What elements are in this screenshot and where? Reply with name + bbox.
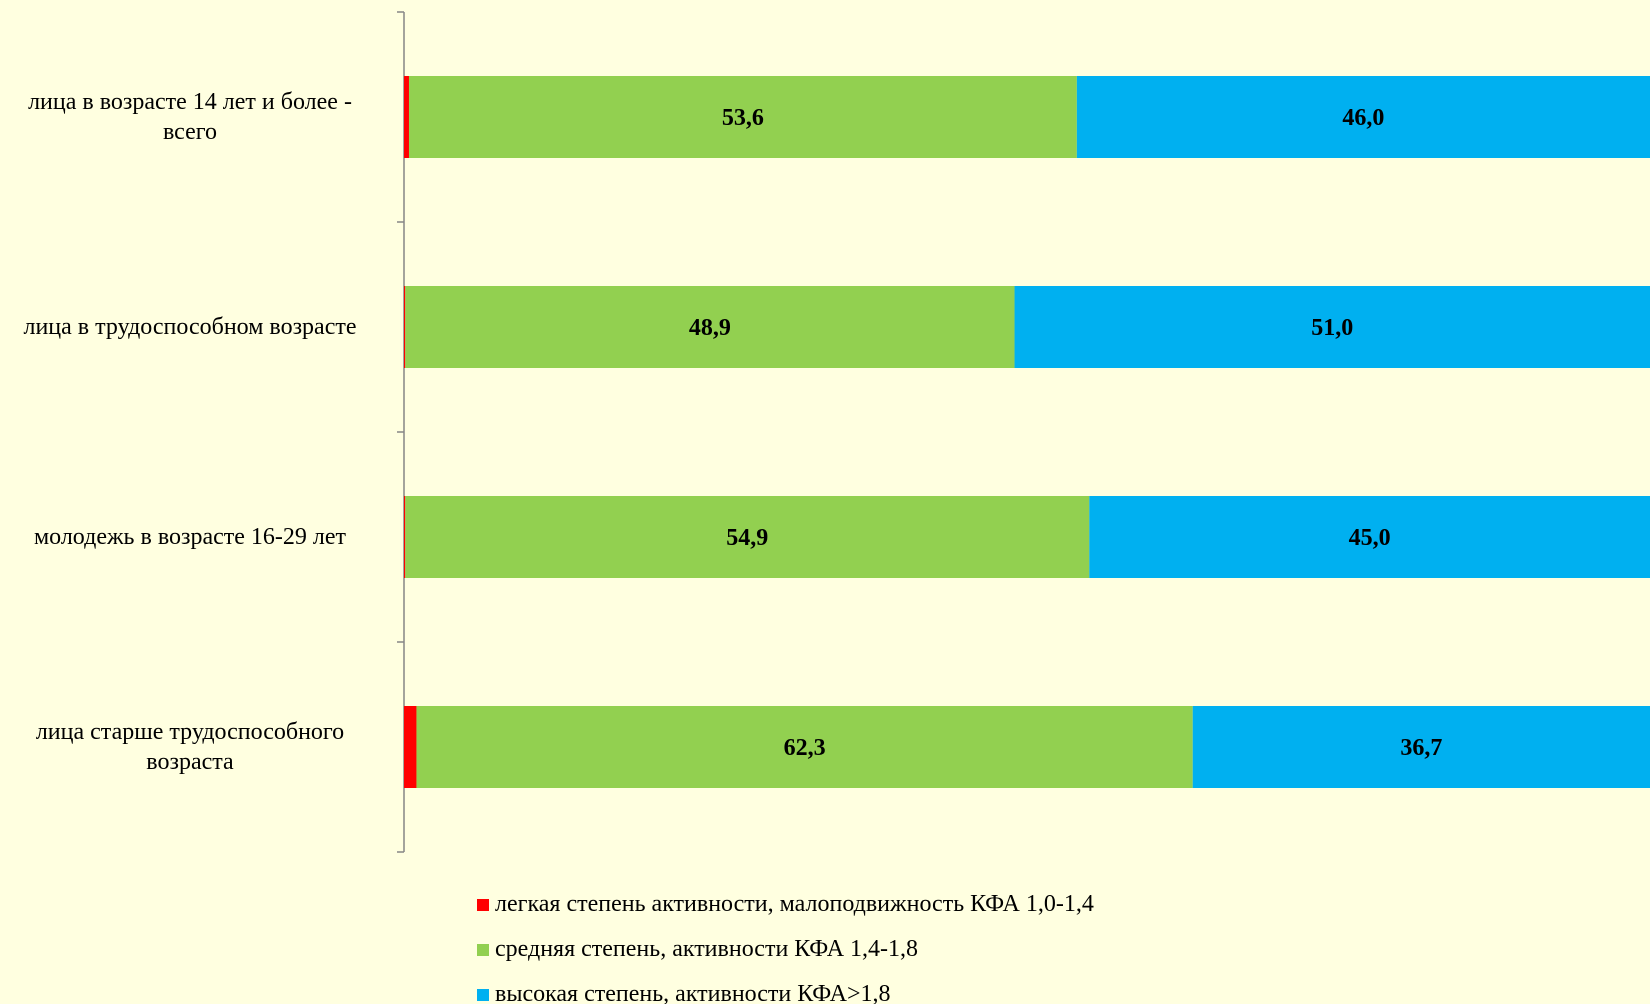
bar-segment-1	[404, 496, 406, 578]
data-label: 62,3	[784, 735, 826, 761]
legend: легкая степень активности, малоподвижнос…	[477, 882, 1094, 1004]
legend-label: высокая степень, активности КФА>1,8	[495, 981, 891, 1004]
plot-area: 0,453,646,00,148,951,00,154,945,01,062,3…	[397, 11, 1650, 853]
bar-segment-1	[404, 706, 417, 788]
bar-segment-3	[1192, 706, 1650, 788]
bar-segment-2	[405, 286, 1015, 368]
data-label: 48,9	[689, 315, 731, 341]
bar-segment-1	[404, 286, 406, 368]
category-label: лица старше трудоспособного возраста	[35, 719, 345, 775]
bar-segment-2	[408, 76, 1077, 158]
category-label: молодежь в возрасте 16-29 лет	[33, 524, 347, 550]
data-label: 54,9	[726, 525, 768, 551]
bar-segment-1	[404, 76, 409, 158]
bar-segment-3	[1076, 76, 1650, 158]
legend-swatch	[477, 943, 489, 956]
legend-label: средняя степень, активности КФА 1,4-1,8	[495, 936, 919, 962]
data-label: 53,6	[722, 105, 764, 131]
data-label: 51,0	[1311, 315, 1353, 341]
bar-segment-2	[405, 496, 1090, 578]
category-label: лица в возрасте 14 лет и более - всего	[28, 89, 352, 145]
data-label: 45,0	[1349, 525, 1391, 551]
legend-label: легкая степень активности, малоподвижнос…	[495, 891, 1094, 917]
data-label: 36,7	[1400, 735, 1442, 761]
legend-item: высокая степень, активности КФА>1,8	[477, 972, 1094, 1004]
legend-swatch	[477, 898, 489, 911]
category-label: лица в трудоспособном возрасте	[23, 314, 357, 340]
legend-item: средняя степень, активности КФА 1,4-1,8	[477, 927, 1094, 972]
legend-item: легкая степень активности, малоподвижнос…	[477, 882, 1094, 927]
legend-swatch	[477, 988, 489, 1001]
bar-segment-2	[416, 706, 1193, 788]
data-label: 46,0	[1342, 105, 1384, 131]
bar-segment-3	[1089, 496, 1650, 578]
bar-segment-3	[1014, 286, 1650, 368]
